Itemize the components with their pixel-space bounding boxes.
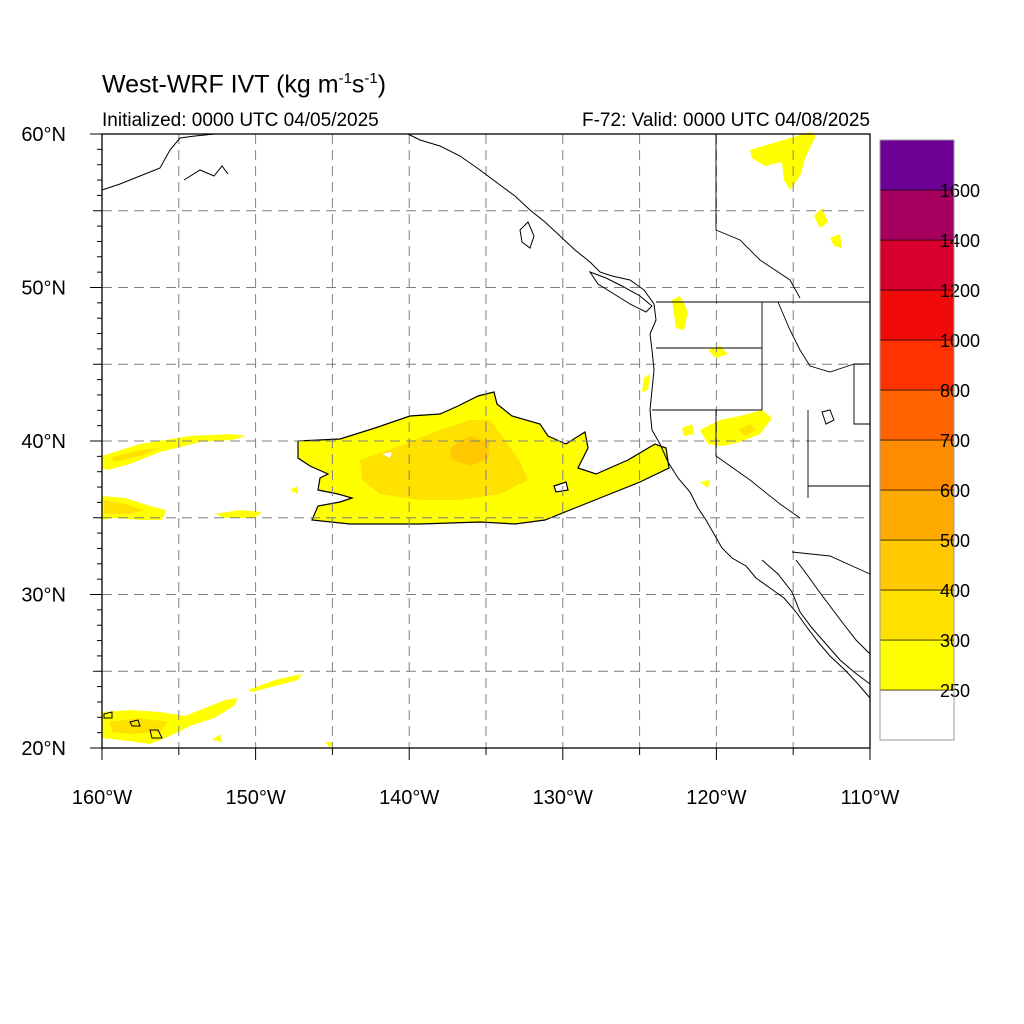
ivt-west-streak-small: [215, 510, 262, 518]
colorbar-label: 1600: [940, 181, 980, 201]
lon-tick-label: 160°W: [72, 787, 132, 809]
colorbar-swatch: [879, 139, 955, 191]
ivt-canada-blob-1: [750, 132, 816, 190]
ivt-canada-blob-3: [830, 234, 842, 248]
ivt-coast-blob-1-300: [738, 424, 756, 436]
colorbar-label: 1200: [940, 281, 980, 301]
colorbar-swatch: [879, 339, 955, 391]
border-ca-nv: [715, 410, 801, 519]
colorbar-swatch: [879, 439, 955, 491]
colorbar-label: 800: [940, 381, 970, 401]
gridlines: [102, 134, 870, 748]
ivt-small-blob-d: [700, 480, 710, 488]
lat-tick-label: 40°N: [21, 431, 66, 453]
coastline-alaska-islands: [183, 165, 229, 181]
lat-tick-label: 60°N: [21, 124, 66, 146]
ivt-small-blob-c: [325, 742, 333, 748]
colorbar-label: 1000: [940, 331, 980, 351]
coastline-alaska: [101, 133, 268, 191]
ivt-small-blob-a: [290, 486, 298, 494]
title-close: ): [377, 70, 387, 99]
axis-ticks: [90, 133, 871, 760]
ivt-canada-blob-2: [814, 208, 828, 228]
coastline-gulf-california: [795, 559, 871, 655]
coastline-haida-gwaii: [519, 221, 535, 249]
colorbar-swatch: [879, 189, 955, 241]
title-mid: s: [351, 70, 365, 99]
coastline-great-salt-lake: [821, 409, 835, 425]
lat-tick-label: 30°N: [21, 585, 66, 607]
colorbar-label: 300: [940, 631, 970, 651]
colorbar-label: 600: [940, 481, 970, 501]
lon-tick-label: 150°W: [225, 787, 285, 809]
valid-time-label: F-72: Valid: 0000 UTC 04/08/2025: [582, 110, 870, 131]
ivt-west-streak-mid-300: [104, 500, 145, 514]
map-title: West-WRF IVT (kg m-1s-1): [102, 70, 386, 99]
colorbar-label: 700: [940, 431, 970, 451]
border-mexico: [791, 551, 871, 575]
init-time-label: Initialized: 0000 UTC 04/05/2025: [102, 110, 379, 131]
colorbar: 250 300 400 500 600 700 800 1000 1200 1400 1600: [879, 139, 980, 741]
ivt-ar-hole: [553, 481, 569, 493]
coastline-hawaii: [103, 711, 163, 739]
coastline-vancouver-island: [588, 270, 653, 313]
colorbar-label: 500: [940, 531, 970, 551]
ivt-west-streak-upper-300: [110, 448, 160, 462]
colorbar-swatch: [879, 389, 955, 441]
ivt-ar-hole-2: [382, 452, 392, 458]
border-mt: [777, 301, 855, 373]
lat-tick-label: 50°N: [21, 278, 66, 300]
title-main: West-WRF IVT (kg m: [102, 70, 339, 99]
ivt-coast-blob-3: [642, 374, 650, 392]
lat-tick-label: 20°N: [21, 738, 66, 760]
coastline-pacific-nw: [649, 333, 871, 699]
ivt-subtropic-streak: [248, 674, 302, 692]
ivt-west-streak-upper: [102, 434, 246, 470]
ivt-wa-blob: [672, 296, 688, 330]
border-wy: [853, 363, 870, 425]
lon-tick-label: 110°W: [841, 787, 900, 809]
colorbar-swatch: [879, 639, 955, 691]
lon-tick-label: 120°W: [686, 787, 746, 809]
longitude-labels: 160°W 150°W 140°W 130°W 120°W 110°W: [72, 787, 900, 809]
title-exp1: -1: [338, 70, 352, 87]
political-borders: [652, 134, 871, 575]
border-alaska-canada: [715, 134, 801, 299]
coastline-alaska-panhandle: [407, 133, 657, 335]
ivt-or-blob: [708, 346, 728, 358]
lon-tick-label: 130°W: [533, 787, 593, 809]
colorbar-label: 250: [940, 681, 970, 701]
ivt-field: [102, 132, 842, 748]
ivt-small-blob-b: [212, 734, 222, 742]
latitude-labels: 20°N 30°N 40°N 50°N 60°N: [21, 124, 66, 760]
colorbar-label: 1400: [940, 231, 980, 251]
coastline-baja: [761, 559, 871, 685]
colorbar-frame: [879, 139, 955, 741]
title-exp2: -1: [364, 70, 378, 87]
lon-tick-label: 140°W: [379, 787, 439, 809]
colorbar-label: 400: [940, 581, 970, 601]
ivt-coast-blob-2: [682, 424, 694, 436]
colorbar-swatch: [879, 539, 955, 591]
ivt-ar-400: [450, 436, 490, 466]
ivt-coast-blob-1: [700, 410, 772, 446]
